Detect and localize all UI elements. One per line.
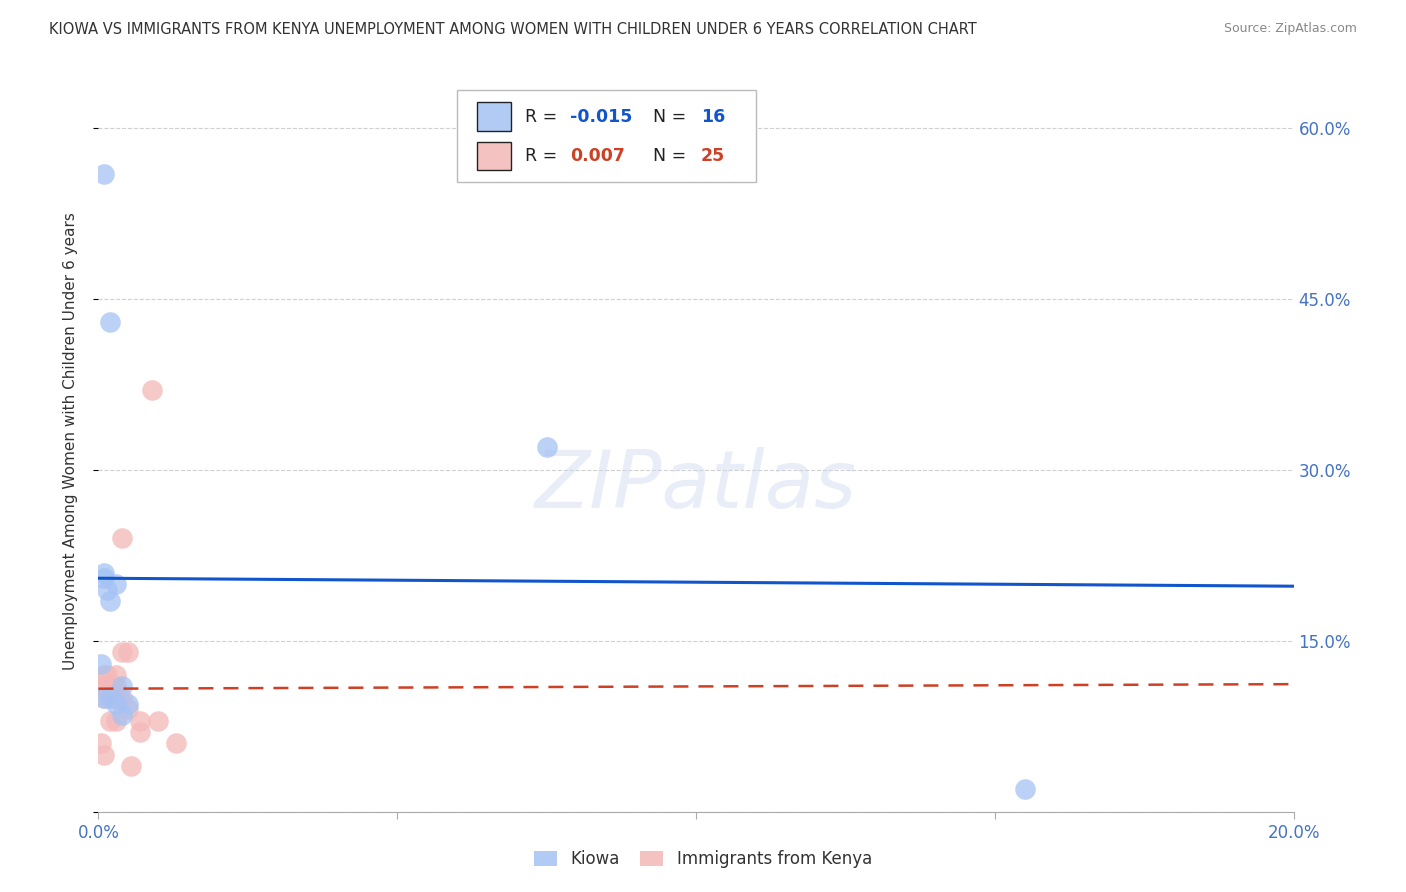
Point [117, 697, 139, 711]
Point [93, 668, 115, 682]
Point [90, 736, 112, 750]
Text: R =: R = [524, 108, 562, 126]
Point [111, 532, 134, 546]
Point [93, 690, 115, 705]
Point [103, 690, 125, 705]
Point [90, 657, 112, 671]
FancyBboxPatch shape [477, 142, 510, 169]
Point [98, 594, 122, 608]
Point [111, 707, 134, 722]
Point [148, 714, 170, 728]
Point [117, 645, 139, 659]
Point [111, 645, 134, 659]
Point [93, 566, 115, 580]
Point [98, 690, 122, 705]
Point [96, 668, 118, 682]
Text: N =: N = [643, 147, 692, 165]
Point [105, 714, 128, 728]
Text: 25: 25 [700, 147, 725, 165]
Text: ZIPatlas: ZIPatlas [534, 447, 858, 525]
Point [105, 680, 128, 694]
Text: R =: R = [524, 147, 568, 165]
Point [98, 315, 122, 329]
Point [105, 697, 128, 711]
Text: Source: ZipAtlas.com: Source: ZipAtlas.com [1223, 22, 1357, 36]
Text: KIOWA VS IMMIGRANTS FROM KENYA UNEMPLOYMENT AMONG WOMEN WITH CHILDREN UNDER 6 YE: KIOWA VS IMMIGRANTS FROM KENYA UNEMPLOYM… [49, 22, 977, 37]
Point [98, 714, 122, 728]
Point [93, 571, 115, 585]
Point [93, 167, 115, 181]
Point [105, 577, 128, 591]
FancyBboxPatch shape [477, 103, 510, 130]
Point [96, 680, 118, 694]
Point [98, 680, 122, 694]
Point [129, 725, 152, 739]
Text: 0.007: 0.007 [571, 147, 626, 165]
Point [165, 736, 187, 750]
Point [129, 714, 152, 728]
Point [120, 759, 142, 773]
Y-axis label: Unemployment Among Women with Children Under 6 years: Unemployment Among Women with Children U… [63, 212, 77, 671]
Point [90, 680, 112, 694]
Point [1014, 781, 1036, 796]
Point [93, 747, 115, 762]
Point [111, 680, 134, 694]
Point [96, 582, 118, 597]
Point [111, 690, 134, 705]
Text: -0.015: -0.015 [571, 108, 633, 126]
Text: 16: 16 [700, 108, 725, 126]
Point [536, 440, 558, 454]
Text: N =: N = [643, 108, 692, 126]
FancyBboxPatch shape [457, 90, 756, 183]
Point [141, 384, 163, 398]
Point [117, 702, 139, 716]
Point [93, 690, 115, 705]
Point [103, 680, 125, 694]
Point [105, 668, 128, 682]
Legend: Kiowa, Immigrants from Kenya: Kiowa, Immigrants from Kenya [527, 844, 879, 875]
